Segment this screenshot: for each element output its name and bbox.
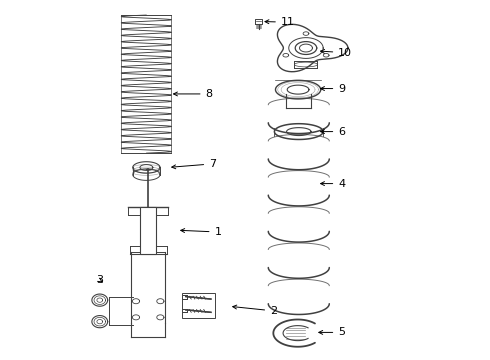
Text: 10: 10 <box>320 48 352 58</box>
Bar <box>140 207 156 253</box>
Bar <box>182 293 215 318</box>
Text: 7: 7 <box>172 159 216 169</box>
Text: 2: 2 <box>233 305 277 316</box>
Text: 5: 5 <box>319 327 345 337</box>
Text: 9: 9 <box>320 84 345 94</box>
Text: 11: 11 <box>265 17 295 27</box>
Text: 8: 8 <box>173 89 213 99</box>
Text: 1: 1 <box>181 227 221 237</box>
Text: 3: 3 <box>96 275 103 285</box>
Text: 4: 4 <box>320 179 345 189</box>
Text: 6: 6 <box>320 127 345 136</box>
